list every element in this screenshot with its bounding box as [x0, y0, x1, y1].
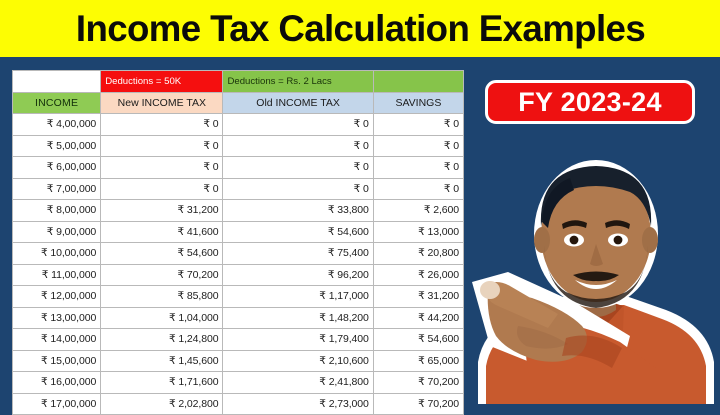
cell-old-tax: ₹ 96,200 [222, 263, 374, 286]
cell-new-tax: ₹ 0 [100, 156, 224, 179]
cell-savings: ₹ 0 [372, 113, 465, 136]
table-row: ₹ 5,00,000 ₹ 0 ₹ 0 ₹ 0 [11, 134, 465, 157]
table-row: ₹ 16,00,000 ₹ 1,71,600 ₹ 2,41,800 ₹ 70,200 [11, 371, 465, 394]
title-banner: Income Tax Calculation Examples [0, 0, 720, 57]
cell-new-tax: ₹ 1,45,600 [100, 349, 224, 372]
cell-income: ₹ 6,00,000 [11, 156, 102, 179]
table-row: ₹ 4,00,000 ₹ 0 ₹ 0 ₹ 0 [11, 113, 465, 136]
table-row: ₹ 8,00,000 ₹ 31,200 ₹ 33,800 ₹ 2,600 [11, 199, 465, 222]
cell-old-tax: ₹ 1,79,400 [222, 328, 374, 351]
deductions-blank-cell [11, 70, 102, 93]
column-header-savings: SAVINGS [372, 91, 465, 114]
cell-old-tax: ₹ 2,10,600 [222, 349, 374, 372]
cell-old-tax: ₹ 33,800 [222, 199, 374, 222]
cell-savings: ₹ 31,200 [372, 285, 465, 308]
cell-savings: ₹ 26,000 [372, 263, 465, 286]
cell-new-tax: ₹ 54,600 [100, 242, 224, 265]
deductions-old-label: Deductions = Rs. 2 Lacs [222, 70, 374, 93]
cell-old-tax: ₹ 75,400 [222, 242, 374, 265]
column-header-new-tax: New INCOME TAX [100, 91, 224, 114]
cell-new-tax: ₹ 85,800 [100, 285, 224, 308]
cell-income: ₹ 8,00,000 [11, 199, 102, 222]
cell-old-tax: ₹ 0 [222, 177, 374, 200]
column-header-old-tax: Old INCOME TAX [222, 91, 374, 114]
cell-savings: ₹ 20,800 [372, 242, 465, 265]
cell-new-tax: ₹ 41,600 [100, 220, 224, 243]
cell-savings: ₹ 44,200 [372, 306, 465, 329]
cell-savings: ₹ 2,600 [372, 199, 465, 222]
table-row: ₹ 14,00,000 ₹ 1,24,800 ₹ 1,79,400 ₹ 54,600 [11, 328, 465, 351]
cell-new-tax: ₹ 0 [100, 134, 224, 157]
cell-new-tax: ₹ 0 [100, 113, 224, 136]
cell-income: ₹ 14,00,000 [11, 328, 102, 351]
financial-year-label: FY 2023-24 [518, 86, 662, 117]
cell-new-tax: ₹ 1,04,000 [100, 306, 224, 329]
table-body: ₹ 4,00,000 ₹ 0 ₹ 0 ₹ 0 ₹ 5,00,000 ₹ 0 ₹ 0 ₹ 0 ₹ … [11, 113, 465, 415]
table-row: ₹ 13,00,000 ₹ 1,04,000 ₹ 1,48,200 ₹ 44,200 [11, 306, 465, 329]
cell-old-tax: ₹ 0 [222, 156, 374, 179]
cell-income: ₹ 13,00,000 [11, 306, 102, 329]
cell-new-tax: ₹ 1,71,600 [100, 371, 224, 394]
income-tax-table: Deductions = 50K Deductions = Rs. 2 Lacs… [11, 70, 465, 415]
cell-income: ₹ 4,00,000 [11, 113, 102, 136]
cell-old-tax: ₹ 54,600 [222, 220, 374, 243]
cell-income: ₹ 9,00,000 [11, 220, 102, 243]
table-row: ₹ 15,00,000 ₹ 1,45,600 ₹ 2,10,600 ₹ 65,000 [11, 349, 465, 372]
cell-old-tax: ₹ 1,17,000 [222, 285, 374, 308]
cell-old-tax: ₹ 0 [222, 134, 374, 157]
cell-income: ₹ 12,00,000 [11, 285, 102, 308]
cell-new-tax: ₹ 31,200 [100, 199, 224, 222]
page-title: Income Tax Calculation Examples [75, 8, 645, 49]
column-header-row: INCOME New INCOME TAX Old INCOME TAX SAV… [11, 91, 465, 114]
cell-savings: ₹ 0 [372, 156, 465, 179]
cell-old-tax: ₹ 1,48,200 [222, 306, 374, 329]
cell-income: ₹ 7,00,000 [11, 177, 102, 200]
table-row: ₹ 9,00,000 ₹ 41,600 ₹ 54,600 ₹ 13,000 [11, 220, 465, 243]
table-row: ₹ 12,00,000 ₹ 85,800 ₹ 1,17,000 ₹ 31,200 [11, 285, 465, 308]
cell-income: ₹ 10,00,000 [11, 242, 102, 265]
cell-income: ₹ 5,00,000 [11, 134, 102, 157]
cell-savings: ₹ 0 [372, 177, 465, 200]
cell-savings: ₹ 13,000 [372, 220, 465, 243]
deductions-savings-blank [372, 70, 465, 93]
table-row: ₹ 11,00,000 ₹ 70,200 ₹ 96,200 ₹ 26,000 [11, 263, 465, 286]
cell-new-tax: ₹ 70,200 [100, 263, 224, 286]
cell-savings: ₹ 0 [372, 134, 465, 157]
deductions-new-label: Deductions = 50K [100, 70, 224, 93]
cell-savings: ₹ 54,600 [372, 328, 465, 351]
cell-savings: ₹ 70,200 [372, 371, 465, 394]
column-header-income: INCOME [11, 91, 102, 114]
deductions-header-row: Deductions = 50K Deductions = Rs. 2 Lacs [11, 70, 465, 93]
presenter-cutout [470, 130, 720, 404]
cell-income: ₹ 16,00,000 [11, 371, 102, 394]
financial-year-badge: FY 2023-24 [485, 80, 695, 124]
table-row: ₹ 7,00,000 ₹ 0 ₹ 0 ₹ 0 [11, 177, 465, 200]
cell-old-tax: ₹ 0 [222, 113, 374, 136]
cell-income: ₹ 15,00,000 [11, 349, 102, 372]
cell-income: ₹ 11,00,000 [11, 263, 102, 286]
table-row: ₹ 10,00,000 ₹ 54,600 ₹ 75,400 ₹ 20,800 [11, 242, 465, 265]
cell-savings: ₹ 65,000 [372, 349, 465, 372]
table-row: ₹ 6,00,000 ₹ 0 ₹ 0 ₹ 0 [11, 156, 465, 179]
cell-new-tax: ₹ 0 [100, 177, 224, 200]
cell-new-tax: ₹ 1,24,800 [100, 328, 224, 351]
presenter-illustration [472, 160, 714, 404]
cell-old-tax: ₹ 2,41,800 [222, 371, 374, 394]
